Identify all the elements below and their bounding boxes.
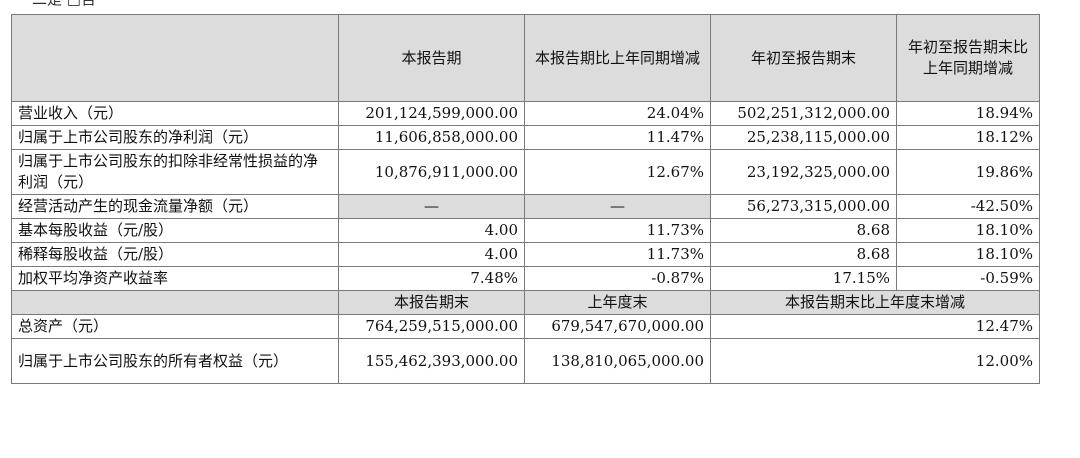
ytd-yoy-value: 18.12% — [896, 125, 1040, 150]
current-value: 11,606,858,000.00 — [338, 125, 525, 150]
change-value: 12.00% — [710, 338, 1040, 384]
header-current-period-yoy: 本报告期比上年同期增减 — [524, 14, 711, 102]
row-label: 经营活动产生的现金流量净额（元） — [11, 194, 339, 219]
ytd-yoy-value: 19.86% — [896, 149, 1040, 195]
table-row: 基本每股收益（元/股） 4.00 11.73% 8.68 18.10% — [11, 218, 1040, 243]
current-value: 201,124,599,000.00 — [338, 101, 525, 126]
header-prior-year-end: 上年度末 — [524, 290, 711, 315]
current-yoy-value: 11.73% — [524, 218, 711, 243]
table-row: 归属于上市公司股东的净利润（元） 11,606,858,000.00 11.47… — [11, 125, 1040, 150]
financial-data-table: 本报告期 本报告期比上年同期增减 年初至报告期末 年初至报告期末比上年同期增减 … — [11, 14, 1040, 384]
row-label: 稀释每股收益（元/股） — [11, 242, 339, 267]
ytd-value: 23,192,325,000.00 — [710, 149, 897, 195]
balance-header-blank — [11, 290, 339, 315]
row-label: 归属于上市公司股东的净利润（元） — [11, 125, 339, 150]
header-blank-cell — [11, 14, 339, 102]
row-label: 归属于上市公司股东的所有者权益（元） — [11, 338, 339, 384]
period-end-value: 764,259,515,000.00 — [338, 314, 525, 339]
ytd-yoy-value: 18.94% — [896, 101, 1040, 126]
ytd-value: 502,251,312,000.00 — [710, 101, 897, 126]
ytd-value: 8.68 — [710, 242, 897, 267]
table-row: 营业收入（元） 201,124,599,000.00 24.04% 502,25… — [11, 101, 1040, 126]
row-label: 基本每股收益（元/股） — [11, 218, 339, 243]
ytd-yoy-value: -0.59% — [896, 266, 1040, 291]
table-row: 经营活动产生的现金流量净额（元） — — 56,273,315,000.00 -… — [11, 194, 1040, 219]
ytd-value: 25,238,115,000.00 — [710, 125, 897, 150]
current-yoy-value: 24.04% — [524, 101, 711, 126]
header-period-end: 本报告期末 — [338, 290, 525, 315]
ytd-value: 8.68 — [710, 218, 897, 243]
ytd-yoy-value: 18.10% — [896, 218, 1040, 243]
table-header-row: 本报告期 本报告期比上年同期增减 年初至报告期末 年初至报告期末比上年同期增减 — [11, 14, 1040, 102]
prior-year-end-value: 679,547,670,000.00 — [524, 314, 711, 339]
header-ytd: 年初至报告期末 — [710, 14, 897, 102]
table-row: 加权平均净资产收益率 7.48% -0.87% 17.15% -0.59% — [11, 266, 1040, 291]
current-yoy-value: -0.87% — [524, 266, 711, 291]
table-row: 归属于上市公司股东的所有者权益（元） 155,462,393,000.00 13… — [11, 338, 1040, 384]
ytd-value: 56,273,315,000.00 — [710, 194, 897, 219]
ytd-yoy-value: -42.50% — [896, 194, 1040, 219]
row-label: 加权平均净资产收益率 — [11, 266, 339, 291]
table-row: 稀释每股收益（元/股） 4.00 11.73% 8.68 18.10% — [11, 242, 1040, 267]
current-yoy-value: 11.47% — [524, 125, 711, 150]
current-value: 10,876,911,000.00 — [338, 149, 525, 195]
period-end-value: 155,462,393,000.00 — [338, 338, 525, 384]
balance-header-row: 本报告期末 上年度末 本报告期末比上年度末增减 — [11, 290, 1040, 315]
change-value: 12.47% — [710, 314, 1040, 339]
current-value: 4.00 — [338, 218, 525, 243]
current-value: 7.48% — [338, 266, 525, 291]
current-yoy-value: 12.67% — [524, 149, 711, 195]
table-row: 总资产（元） 764,259,515,000.00 679,547,670,00… — [11, 314, 1040, 339]
header-ytd-yoy: 年初至报告期末比上年同期增减 — [896, 14, 1040, 102]
header-current-period: 本报告期 — [338, 14, 525, 102]
header-change: 本报告期末比上年度末增减 — [710, 290, 1040, 315]
table-row: 归属于上市公司股东的扣除非经常性损益的净利润（元） 10,876,911,000… — [11, 149, 1040, 195]
ytd-value: 17.15% — [710, 266, 897, 291]
prior-year-end-value: 138,810,065,000.00 — [524, 338, 711, 384]
current-yoy-value: — — [524, 194, 711, 219]
current-value: — — [338, 194, 525, 219]
row-label: 营业收入（元） — [11, 101, 339, 126]
current-yoy-value: 11.73% — [524, 242, 711, 267]
top-note: 二是 □否 — [32, 0, 96, 9]
ytd-yoy-value: 18.10% — [896, 242, 1040, 267]
current-value: 4.00 — [338, 242, 525, 267]
row-label: 总资产（元） — [11, 314, 339, 339]
row-label: 归属于上市公司股东的扣除非经常性损益的净利润（元） — [11, 149, 339, 195]
